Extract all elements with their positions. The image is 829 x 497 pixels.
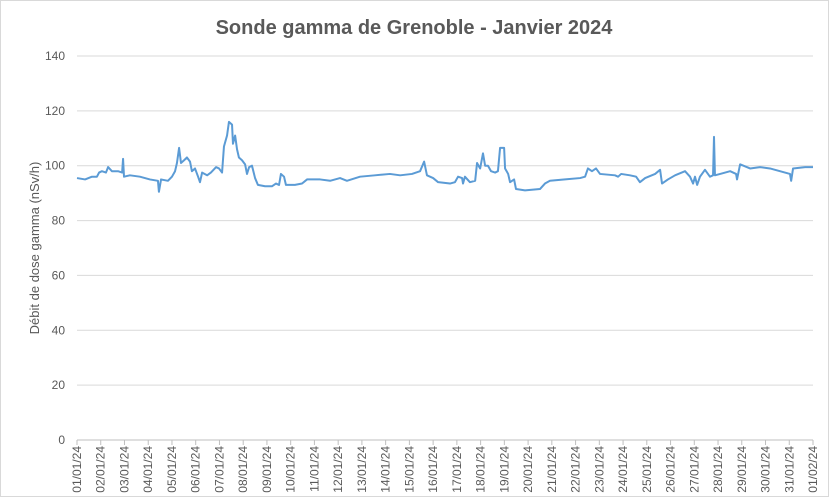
x-tick-label: 26/01/24 [664, 446, 678, 493]
chart-title: Sonde gamma de Grenoble - Janvier 2024 [216, 17, 614, 39]
y-tick-label: 140 [45, 49, 65, 63]
x-tick-label: 27/01/24 [687, 446, 701, 493]
y-tick-label: 40 [52, 323, 66, 337]
y-axis-title: Débit de dose gamma (nSv/h) [27, 162, 42, 335]
x-tick-label: 18/01/24 [474, 446, 488, 493]
y-tick-label: 120 [45, 104, 65, 118]
x-tick-label: 19/01/24 [497, 446, 511, 493]
x-tick-label: 01/01/24 [70, 446, 84, 493]
y-tick-label: 100 [45, 159, 65, 173]
x-tick-label: 14/01/24 [379, 446, 393, 493]
x-tick-label: 11/01/24 [307, 446, 321, 492]
x-tick-label: 29/01/24 [735, 446, 749, 493]
x-tick-label: 06/01/24 [189, 446, 203, 493]
x-tick-label: 01/02/24 [806, 446, 820, 493]
x-tick-label: 17/01/24 [450, 446, 464, 493]
x-tick-label: 25/01/24 [640, 446, 654, 493]
y-tick-label: 20 [52, 378, 66, 392]
x-tick-label: 07/01/24 [212, 446, 226, 493]
x-tick-label: 23/01/24 [592, 446, 606, 493]
x-tick-label: 04/01/24 [141, 446, 155, 493]
x-tick-label: 03/01/24 [117, 446, 131, 493]
x-tick-label: 22/01/24 [569, 446, 583, 493]
x-tick-label: 09/01/24 [260, 446, 274, 493]
x-tick-label: 05/01/24 [165, 446, 179, 493]
x-tick-label: 28/01/24 [711, 446, 725, 493]
x-tick-label: 08/01/24 [236, 446, 250, 493]
y-tick-label: 0 [58, 433, 65, 447]
y-tick-label: 60 [52, 268, 66, 282]
data-line [76, 120, 813, 193]
x-tick-label: 10/01/24 [284, 446, 298, 493]
x-tick-label: 02/01/24 [94, 446, 108, 493]
x-tick-label: 21/01/24 [545, 446, 559, 493]
x-tick-label: 31/01/24 [782, 446, 796, 493]
x-tick-label: 20/01/24 [521, 446, 535, 493]
y-tick-label: 80 [52, 214, 66, 228]
x-tick-label: 16/01/24 [426, 446, 440, 493]
x-tick-label: 30/01/24 [759, 446, 773, 493]
x-tick-label: 12/01/24 [331, 446, 345, 493]
x-tick-label: 13/01/24 [355, 446, 369, 493]
x-tick-label: 15/01/24 [402, 446, 416, 493]
x-tick-label: 24/01/24 [616, 446, 630, 493]
